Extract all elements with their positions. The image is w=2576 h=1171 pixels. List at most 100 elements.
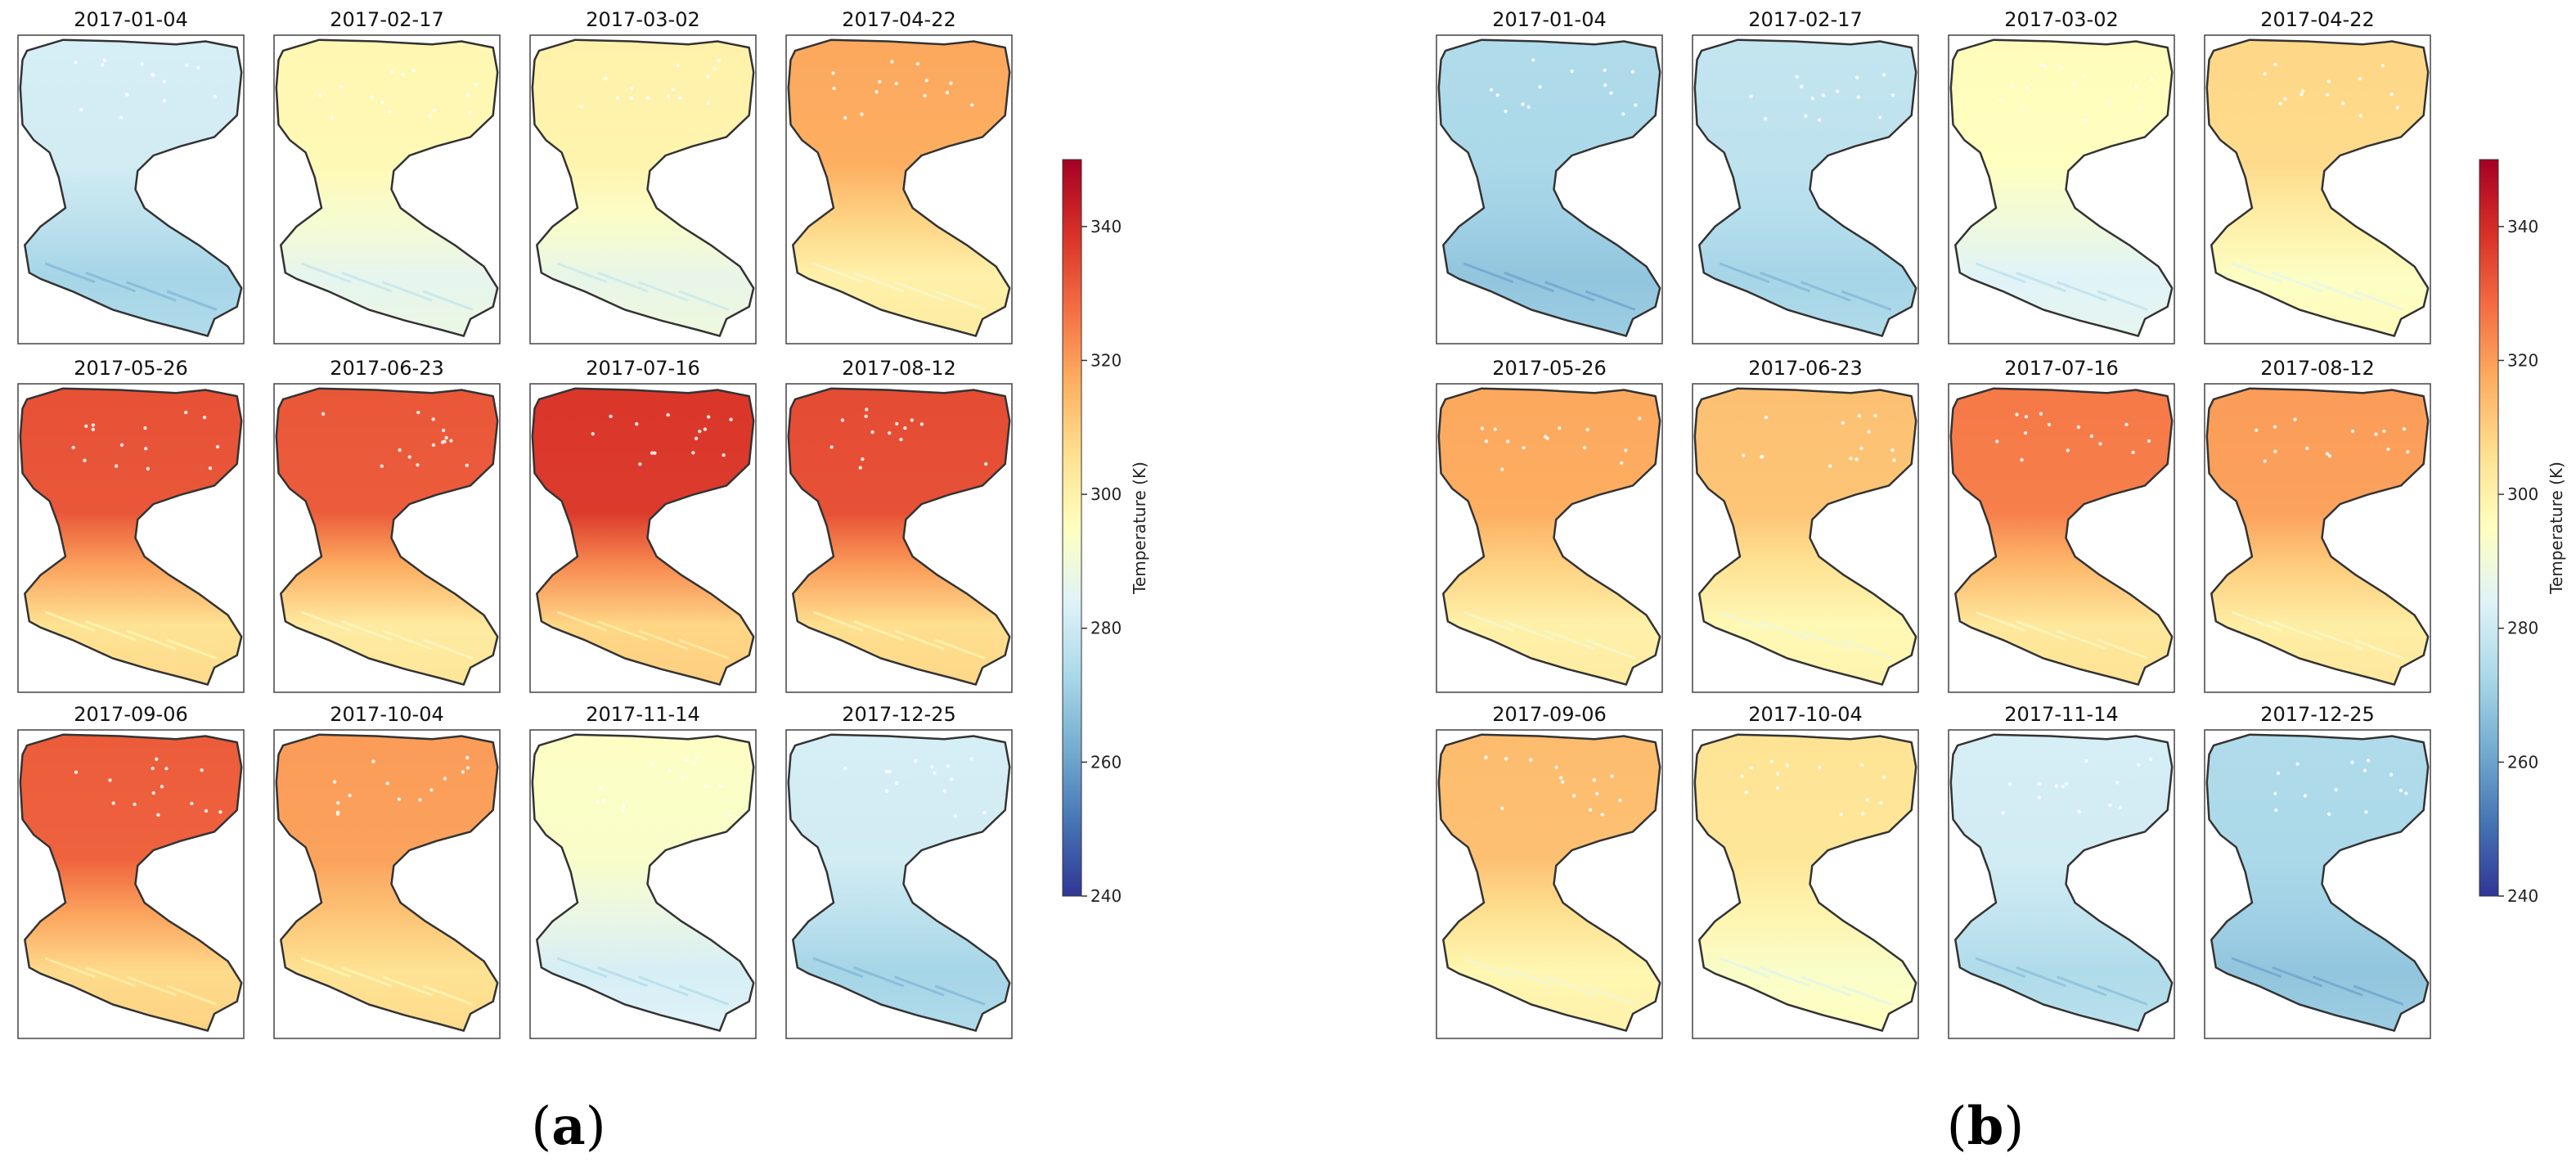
map-date-title: 2017-05-26: [74, 357, 187, 380]
cool-streak: [1719, 262, 1770, 284]
cloud-gap: [397, 797, 402, 802]
cloud-gap: [888, 770, 892, 774]
cloud-gap: [1480, 426, 1485, 430]
cloud-gap: [2255, 428, 2259, 432]
cloud-gap: [1600, 813, 1605, 817]
cool-streak: [422, 984, 474, 1006]
cloud-gap: [1595, 791, 1599, 796]
cool-streak: [125, 975, 177, 997]
cloud-gap: [970, 103, 974, 107]
cool-streak: [2272, 619, 2323, 642]
cloud-gap: [2386, 447, 2390, 452]
cool-streak: [1841, 290, 1892, 311]
cool-streak: [2097, 984, 2148, 1006]
cloud-gap: [1484, 439, 1489, 444]
cool-streak: [85, 966, 137, 988]
cool-streak: [2272, 271, 2323, 293]
cloud-gap: [2077, 809, 2081, 814]
cloud-gap: [1609, 91, 1613, 95]
cloud-gap: [615, 96, 620, 100]
colorbar-tick-label: 240: [2507, 886, 2538, 906]
cloud-gap: [1795, 74, 1799, 79]
cloud-gap: [884, 769, 889, 774]
cool-streak: [44, 957, 96, 979]
colorbar-tick-label: 280: [2507, 619, 2538, 638]
cloud-gap: [729, 417, 733, 421]
cloud-gap: [411, 69, 416, 73]
cloud-gap: [151, 73, 155, 78]
cloud-gap: [704, 784, 708, 788]
cloud-gap: [1775, 772, 1780, 776]
cloud-gap: [2358, 77, 2362, 81]
cloud-gap: [2273, 449, 2277, 453]
cloud-gap: [2021, 106, 2025, 111]
cloud-gap: [1500, 467, 1504, 471]
cool-streak: [2016, 966, 2067, 988]
cloud-gap: [969, 757, 973, 761]
cool-streak: [300, 262, 352, 284]
region-shape: [275, 38, 499, 337]
map-date-title: 2017-01-04: [74, 8, 187, 31]
cool-streak: [556, 262, 608, 284]
map-date-title: 2017-12-25: [2260, 703, 2374, 726]
cloud-gap: [155, 757, 159, 761]
cloud-gap: [317, 93, 322, 97]
cloud-gap: [2037, 795, 2041, 799]
region-shape: [1437, 387, 1661, 686]
cloud-gap: [119, 115, 124, 119]
cloud-gap: [829, 445, 834, 449]
cool-streak: [637, 281, 689, 302]
cloud-gap: [144, 446, 148, 451]
cloud-gap: [151, 790, 155, 795]
cloud-gap: [2350, 760, 2354, 764]
colorbar-tick-label: 300: [2507, 484, 2538, 504]
cloud-gap: [2098, 442, 2102, 446]
cloud-gap: [2115, 781, 2120, 785]
cool-streak: [1975, 957, 2026, 979]
map-date-title: 2017-01-04: [1492, 8, 1606, 31]
cloud-gap: [114, 464, 119, 468]
cloud-gap: [1749, 94, 1753, 98]
cloud-gap: [2138, 106, 2142, 110]
cool-streak: [2231, 262, 2282, 284]
cool-streak: [166, 290, 218, 311]
cloud-gap: [2293, 417, 2297, 421]
cloud-gap: [1630, 70, 1635, 74]
cloud-gap: [2089, 434, 2094, 439]
region-shape: [1949, 733, 2174, 1032]
colorbar-label: Temperature (K): [2547, 462, 2566, 595]
cloud-gap: [666, 412, 670, 417]
cloud-gap: [946, 763, 951, 768]
cool-streak: [2312, 975, 2363, 997]
map-date-title: 2017-08-12: [2260, 357, 2374, 380]
cloud-gap: [2263, 72, 2267, 76]
cloud-gap: [119, 443, 124, 447]
cloud-gap: [949, 81, 953, 85]
region-shape: [1949, 387, 2174, 686]
cloud-gap: [984, 462, 988, 466]
cloud-gap: [1619, 461, 1624, 466]
cloud-gap: [1998, 98, 2003, 102]
cloud-gap: [1749, 766, 1753, 770]
cloud-gap: [1881, 73, 1886, 77]
cloud-gap: [2108, 803, 2112, 808]
cloud-gap: [1742, 453, 1746, 457]
cloud-gap: [681, 775, 685, 780]
colorbar-tick-label: 240: [1090, 886, 1122, 906]
cool-streak: [341, 619, 393, 642]
cloud-gap: [1859, 763, 1864, 767]
cloud-gap: [706, 415, 711, 419]
cloud-gap: [2389, 772, 2394, 777]
cloud-gap: [1526, 105, 1531, 110]
cloud-gap: [2364, 810, 2368, 814]
cool-streak: [637, 975, 689, 997]
cloud-gap: [444, 435, 448, 440]
cloud-gap: [370, 95, 374, 99]
cool-streak: [381, 629, 433, 651]
cool-streak: [2353, 984, 2404, 1006]
cloud-gap: [860, 112, 864, 116]
cloud-gap: [950, 777, 954, 781]
cloud-gap: [1849, 457, 1853, 461]
cloud-gap: [870, 430, 874, 435]
cloud-gap: [887, 430, 892, 435]
